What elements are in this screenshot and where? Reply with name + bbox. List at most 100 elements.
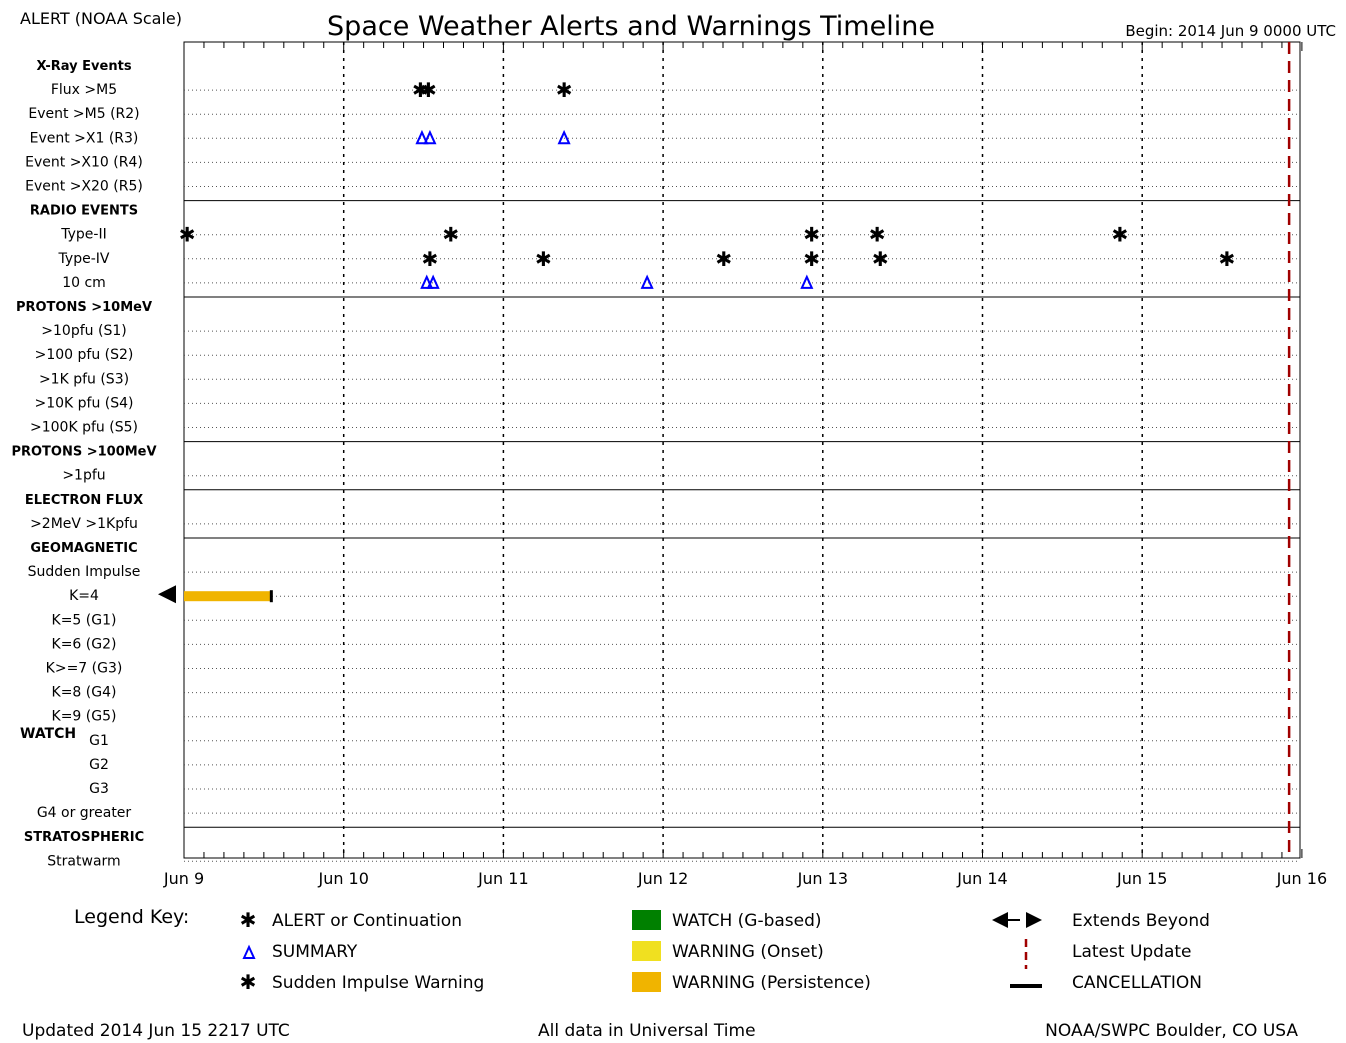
alert-mark: ✱ <box>1218 247 1235 271</box>
summary-mark <box>800 274 814 289</box>
alert-mark: ✱ <box>556 78 573 102</box>
alert-mark: ✱ <box>179 223 196 247</box>
row-label: G2 <box>89 757 109 773</box>
updated-label: Updated 2014 Jun 15 2217 UTC <box>22 1021 290 1041</box>
legend-item-warning-onset: WARNING (Onset) <box>632 941 824 962</box>
alert-mark: ✱ <box>535 247 552 271</box>
row-label: G4 or greater <box>37 805 132 821</box>
legend-label: Latest Update <box>1072 942 1192 962</box>
alert-mark: ✱ <box>420 78 437 102</box>
alert-mark: ✱ <box>803 247 820 271</box>
row-label: Event >X20 (R5) <box>25 179 143 195</box>
row-label: >10pfu (S1) <box>41 323 126 339</box>
legend-label: WARNING (Persistence) <box>672 973 871 993</box>
row-label: X-Ray Events <box>36 59 131 74</box>
summary-mark <box>415 129 429 145</box>
extends-before-arrow <box>158 585 176 604</box>
row-label: K=6 (G2) <box>52 636 117 652</box>
x-axis: Jun 9 Jun 10 Jun 11 Jun 12 Jun 13 Jun 14 Jun 1… <box>163 42 1327 888</box>
alert-mark: ✱ <box>715 247 732 271</box>
legend-label: SUMMARY <box>272 942 358 962</box>
watch-swatch <box>632 910 661 930</box>
warning-onset-swatch <box>632 941 661 961</box>
row-label: K=4 <box>69 588 99 604</box>
x-tick-label: Jun 12 <box>637 869 688 888</box>
summary-mark <box>557 129 571 145</box>
right-arrow-icon <box>1026 912 1042 928</box>
row-label: K>=7 (G3) <box>46 661 123 677</box>
legend-label: CANCELLATION <box>1072 973 1202 993</box>
alert-mark: ✱ <box>422 247 439 271</box>
row-label: 10 cm <box>62 275 106 291</box>
row-label: Flux >M5 <box>51 82 117 98</box>
row-label: K=8 (G4) <box>52 685 117 701</box>
row-label: >100K pfu (S5) <box>30 420 138 436</box>
scale-label: ALERT (NOAA Scale) <box>20 9 182 28</box>
row-label: >2MeV >1Kpfu <box>30 516 138 532</box>
legend-item-watch: WATCH (G-based) <box>632 910 822 931</box>
legend-title: Legend Key: <box>74 906 189 928</box>
row-label: Stratwarm <box>47 853 120 869</box>
legend-label: WARNING (Onset) <box>672 942 824 962</box>
begin-label: Begin: 2014 Jun 9 0000 UTC <box>1125 22 1336 40</box>
row-label: >100 pfu (S2) <box>35 347 134 363</box>
row-label: PROTONS >10MeV <box>16 300 152 315</box>
alert-mark: ✱ <box>1111 223 1128 247</box>
x-tick-label: Jun 9 <box>163 869 204 888</box>
legend-item-alert: ✱ ALERT or Continuation <box>240 908 462 932</box>
watch-label: WATCH <box>20 726 76 742</box>
warning-persistence-bar <box>184 591 272 602</box>
row-label: GEOMAGNETIC <box>30 541 137 556</box>
row-label: G1 <box>89 733 109 749</box>
row-label: PROTONS >100MeV <box>11 445 156 460</box>
summary-mark <box>423 129 437 145</box>
plot-frame <box>183 41 1301 859</box>
row-label: STRATOSPHERIC <box>24 830 144 845</box>
x-tick-label: Jun 14 <box>956 869 1007 888</box>
legend: Legend Key: ✱ ALERT or Continuation SUMMAR… <box>74 906 1210 994</box>
row-label: Event >X10 (R4) <box>25 154 143 170</box>
legend-item-summary: SUMMARY <box>242 942 358 962</box>
row-label: G3 <box>89 781 109 797</box>
alert-mark: ✱ <box>869 223 886 247</box>
row-label: RADIO EVENTS <box>30 204 138 219</box>
cancellation-mark <box>269 590 273 603</box>
row-label: K=5 (G1) <box>52 612 117 628</box>
row-label: K=9 (G5) <box>52 709 117 725</box>
row-label: Sudden Impulse <box>28 564 141 580</box>
x-tick-label: Jun 13 <box>797 869 848 888</box>
credit-label: NOAA/SWPC Boulder, CO USA <box>1045 1021 1298 1041</box>
row-label: Type-II <box>60 227 106 243</box>
chart-title: Space Weather Alerts and Warnings Timeli… <box>327 11 935 42</box>
universal-time-note: All data in Universal Time <box>538 1021 756 1041</box>
legend-label: WATCH (G-based) <box>672 911 822 931</box>
row-label: >1pfu <box>62 468 105 484</box>
alert-mark: ✱ <box>240 970 257 994</box>
row-label: Event >X1 (R3) <box>30 130 139 146</box>
x-tick-label: Jun 10 <box>317 869 368 888</box>
row-label: Type-IV <box>58 251 110 267</box>
warning-persistence-swatch <box>632 972 661 992</box>
row-label: >1K pfu (S3) <box>39 371 129 387</box>
legend-label: Sudden Impulse Warning <box>272 973 484 993</box>
alert-mark: ✱ <box>803 223 820 247</box>
cancellation-swatch <box>1010 984 1042 988</box>
x-tick-label: Jun 15 <box>1116 869 1167 888</box>
row-gridlines <box>184 89 1300 862</box>
plot-border <box>183 41 1301 859</box>
legend-item-sudden: ✱ Sudden Impulse Warning <box>240 970 485 994</box>
legend-item-extends: Extends Beyond <box>992 911 1210 931</box>
left-arrow-icon <box>992 912 1008 928</box>
row-label: >10K pfu (S4) <box>34 395 133 411</box>
legend-label: ALERT or Continuation <box>272 911 462 931</box>
legend-item-latest: Latest Update <box>1024 939 1192 969</box>
legend-label: Extends Beyond <box>1072 911 1210 931</box>
x-tick-label: Jun 11 <box>477 869 528 888</box>
alert-mark: ✱ <box>240 908 257 932</box>
event-marks: ✱✱ ✱✱ ✱ ✱ ✱ ✱✱ ✱ ✱ ✱ ✱ ✱ <box>158 42 1291 858</box>
row-label: Event >M5 (R2) <box>28 106 139 122</box>
row-label: ELECTRON FLUX <box>25 493 143 508</box>
summary-mark <box>640 274 654 289</box>
legend-item-cancel: CANCELLATION <box>1010 973 1202 993</box>
